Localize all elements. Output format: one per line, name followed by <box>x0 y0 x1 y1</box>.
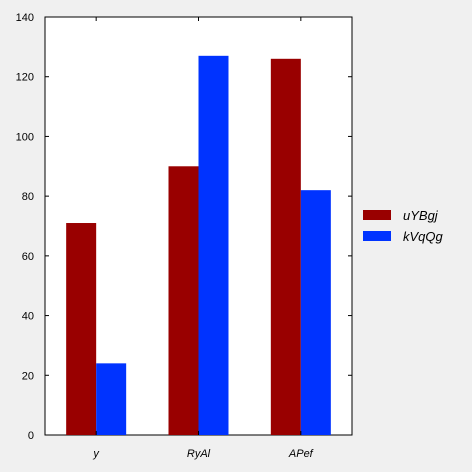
y-tick-label: 20 <box>22 370 34 382</box>
bar-kVqQg-APef <box>300 190 331 435</box>
legend-swatch-uYBgj <box>363 210 391 220</box>
bar-uYBgj-y <box>66 223 97 435</box>
x-tick-label: y <box>92 448 100 460</box>
y-tick-label: 120 <box>16 72 34 84</box>
bar-kVqQg-RyAl <box>198 55 229 436</box>
bar-uYBgj-APef <box>270 58 301 436</box>
x-tick-label: RyAl <box>187 448 211 460</box>
legend-label-uYBgj: uYBgj <box>403 208 439 223</box>
legend-label-kVqQg: kVqQg <box>403 229 444 244</box>
y-tick-label: 40 <box>22 311 34 323</box>
y-tick-label: 80 <box>22 191 34 203</box>
bar-uYBgj-RyAl <box>168 166 199 436</box>
ticks-layer: y RyAl APef 0 20 40 60 80 100 120 140 <box>16 12 352 460</box>
bar-kVqQg-y <box>96 363 127 435</box>
y-tick-label: 140 <box>16 12 34 24</box>
y-tick-label: 60 <box>22 251 34 263</box>
legend-swatch-kVqQg <box>363 231 391 241</box>
y-tick-label: 0 <box>28 430 34 442</box>
y-tick-label: 100 <box>16 131 34 143</box>
bars-layer <box>66 55 331 436</box>
legend: uYBgj kVqQg <box>363 208 444 244</box>
x-tick-label: APef <box>288 448 314 460</box>
